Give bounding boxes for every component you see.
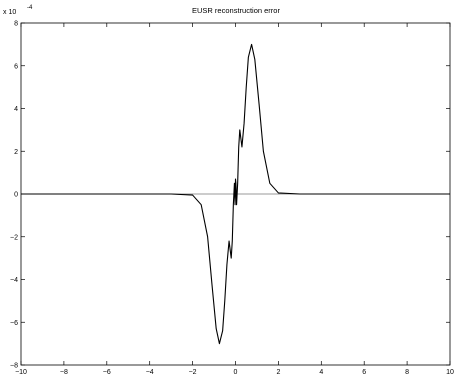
y-tick-label: −2 bbox=[10, 234, 18, 241]
y-tick-label: −6 bbox=[10, 320, 18, 327]
x-tick-label: 8 bbox=[405, 369, 409, 374]
x-tick-label: −10 bbox=[15, 369, 27, 374]
series-layer bbox=[21, 44, 450, 343]
y-tick-label: 8 bbox=[14, 21, 18, 28]
x-tick-label: 4 bbox=[319, 369, 323, 374]
y-multiplier-base: x 10 bbox=[3, 9, 16, 16]
chart-title: EUSR reconstruction error bbox=[192, 6, 280, 15]
y-tick-label: 0 bbox=[14, 192, 18, 199]
y-axis-multiplier: x 10 -4 bbox=[3, 5, 33, 16]
y-tick-label: 4 bbox=[14, 106, 18, 113]
y-tick-label: 6 bbox=[14, 63, 18, 70]
x-tick-label: 0 bbox=[234, 369, 238, 374]
x-tick-label: 6 bbox=[362, 369, 366, 374]
x-tick-label: −4 bbox=[146, 369, 154, 374]
y-tick-label: 2 bbox=[14, 149, 18, 156]
x-tick-label: −6 bbox=[103, 369, 111, 374]
y-tick-label: −8 bbox=[10, 363, 18, 370]
y-tick-label: −4 bbox=[10, 277, 18, 284]
x-tick-label: −2 bbox=[189, 369, 197, 374]
x-tick-label: −8 bbox=[60, 369, 68, 374]
x-tick-label: 10 bbox=[446, 369, 454, 374]
series-line-1 bbox=[21, 44, 450, 343]
y-multiplier-exponent: -4 bbox=[27, 5, 33, 11]
x-tick-label: 2 bbox=[276, 369, 280, 374]
